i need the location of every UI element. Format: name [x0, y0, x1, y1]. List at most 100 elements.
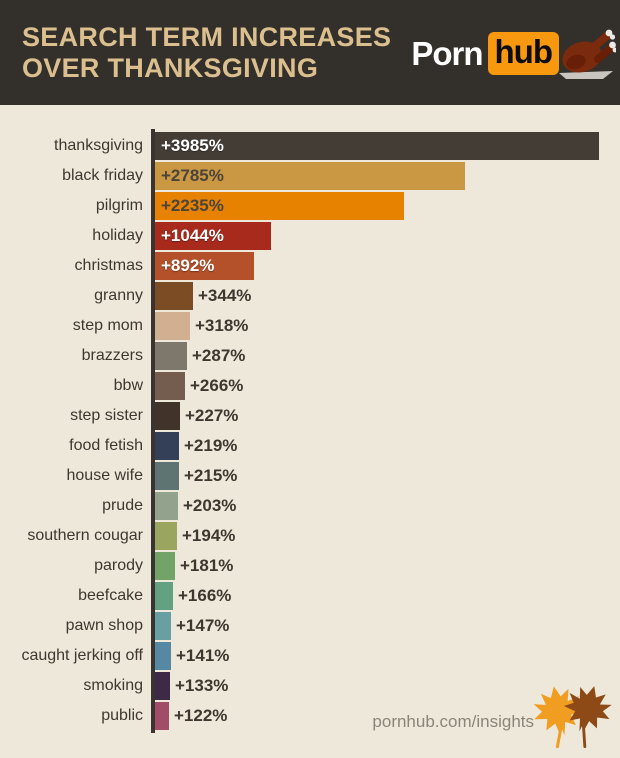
bar: [155, 492, 178, 520]
bar-area: +133%: [155, 672, 620, 700]
pornhub-logo: Porn hub: [411, 26, 616, 82]
logo-text-porn: Porn: [411, 34, 483, 72]
bar: [155, 402, 180, 430]
maple-leaves-icon: [533, 686, 612, 749]
term-label: southern cougar: [27, 527, 143, 544]
value-label: +3985%: [161, 136, 224, 155]
bar: [155, 582, 173, 610]
bar: +1044%: [155, 222, 271, 250]
bar: +2235%: [155, 192, 404, 220]
bar-area: +194%: [155, 522, 620, 550]
value-label: +2235%: [161, 196, 224, 215]
bar-area: +344%: [155, 282, 620, 310]
chart-row: holiday +1044%: [0, 221, 620, 251]
term-label: beefcake: [78, 587, 143, 604]
value-label: +141%: [176, 646, 230, 665]
chart-row: house wife +215%: [0, 461, 620, 491]
logo-badge-hub: hub: [487, 32, 559, 75]
page-title: SEARCH TERM INCREASES OVER THANKSGIVING: [22, 22, 391, 84]
value-label: +892%: [161, 256, 215, 275]
bar-area: +227%: [155, 402, 620, 430]
bar-area: +219%: [155, 432, 620, 460]
term-label: step sister: [70, 407, 143, 424]
term-label: pawn shop: [65, 617, 143, 634]
bar: [155, 462, 179, 490]
term-label: parody: [94, 557, 143, 574]
chart-row: step mom +318%: [0, 311, 620, 341]
roast-turkey-icon: [559, 29, 616, 79]
chart-row: beefcake +166%: [0, 581, 620, 611]
chart-row: step sister +227%: [0, 401, 620, 431]
value-label: +2785%: [161, 166, 224, 185]
chart-row: black friday +2785%: [0, 161, 620, 191]
value-label: +219%: [184, 436, 238, 455]
bar: [155, 522, 177, 550]
bar-area: +287%: [155, 342, 620, 370]
bar-area: +2785%: [155, 162, 620, 190]
term-label: holiday: [92, 227, 143, 244]
bar: +2785%: [155, 162, 465, 190]
bar-area: +203%: [155, 492, 620, 520]
chart-row: caught jerking off +141%: [0, 641, 620, 671]
insights-link: pornhub.com/insights: [372, 712, 534, 731]
bar-area: +181%: [155, 552, 620, 580]
bar-area: +122%: [155, 702, 620, 730]
bar: [155, 282, 193, 310]
chart-row: food fetish +219%: [0, 431, 620, 461]
value-label: +318%: [195, 316, 249, 335]
bar-area: +2235%: [155, 192, 620, 220]
bar-area: +141%: [155, 642, 620, 670]
bar: [155, 342, 187, 370]
bar: +3985%: [155, 132, 599, 160]
chart-row: thanksgiving +3985%: [0, 131, 620, 161]
value-label: +203%: [183, 496, 237, 515]
chart-row: granny +344%: [0, 281, 620, 311]
term-label: public: [101, 707, 143, 724]
bar-chart: thanksgiving +3985% black friday +2785% pilg…: [0, 105, 620, 733]
page-title-line2: OVER THANKSGIVING: [22, 52, 319, 83]
bar-area: +266%: [155, 372, 620, 400]
value-label: +215%: [184, 466, 238, 485]
bar-area: +1044%: [155, 222, 620, 250]
value-label: +122%: [174, 706, 228, 725]
bar: [155, 672, 170, 700]
term-label: black friday: [62, 167, 143, 184]
term-label: thanksgiving: [54, 137, 143, 154]
bar: [155, 642, 171, 670]
term-label: step mom: [72, 317, 143, 334]
y-axis-line: [151, 129, 155, 733]
value-label: +287%: [192, 346, 246, 365]
chart-row: smoking +133%: [0, 671, 620, 701]
term-label: bbw: [113, 377, 143, 394]
bar: [155, 552, 175, 580]
term-label: food fetish: [69, 437, 143, 454]
term-label: pilgrim: [95, 197, 143, 214]
chart-row: prude +203%: [0, 491, 620, 521]
chart-row: public +122%: [0, 701, 620, 731]
term-label: smoking: [83, 677, 143, 694]
value-label: +266%: [190, 376, 244, 395]
bar: [155, 372, 185, 400]
value-label: +1044%: [161, 226, 224, 245]
page-title-line1: SEARCH TERM INCREASES: [22, 21, 392, 52]
bar: +892%: [155, 252, 254, 280]
bar: [155, 702, 169, 730]
bar: [155, 612, 171, 640]
chart-rows: thanksgiving +3985% black friday +2785% pilg…: [0, 131, 620, 731]
term-label: prude: [102, 497, 143, 514]
term-label: granny: [94, 287, 143, 304]
chart-row: christmas +892%: [0, 251, 620, 281]
chart-row: pawn shop +147%: [0, 611, 620, 641]
bar-area: +3985%: [155, 132, 620, 160]
chart-row: brazzers +287%: [0, 341, 620, 371]
bar-area: +215%: [155, 462, 620, 490]
bar-area: +166%: [155, 582, 620, 610]
value-label: +147%: [176, 616, 230, 635]
bar: [155, 432, 179, 460]
bar: [155, 312, 190, 340]
term-label: brazzers: [81, 347, 143, 364]
chart-row: parody +181%: [0, 551, 620, 581]
chart-row: pilgrim +2235%: [0, 191, 620, 221]
value-label: +227%: [185, 406, 239, 425]
